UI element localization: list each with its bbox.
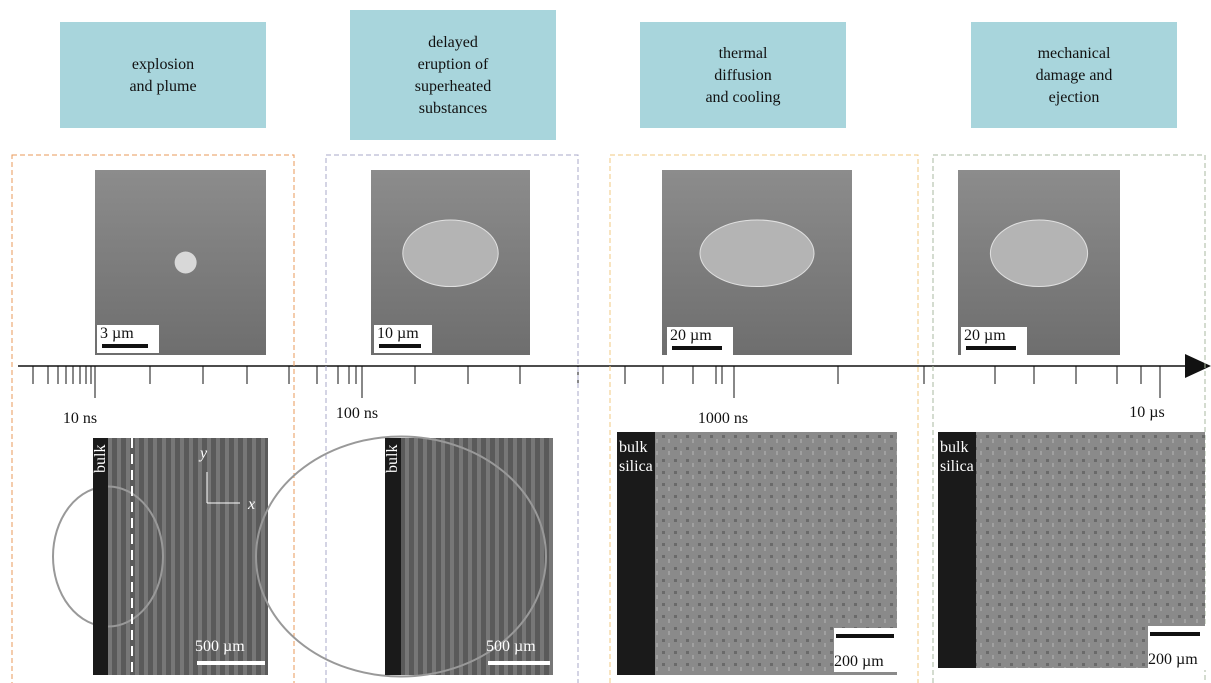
bulk-label: silica — [619, 458, 653, 475]
debris — [403, 220, 498, 287]
shadow-scale-label: 200 µm — [834, 653, 884, 670]
debris — [990, 220, 1087, 287]
stage-title: ejection — [1049, 89, 1100, 106]
stage-box — [350, 10, 556, 140]
bulk-label: silica — [940, 458, 974, 475]
figure: explosion and plume 3 µm 10 ns bulk 500 µm y x d… — [0, 0, 1211, 683]
layout — [18, 354, 1211, 378]
stage-title: diffusion — [714, 67, 771, 84]
stage-title: superheated — [415, 78, 491, 95]
debris — [700, 220, 814, 287]
stage-title: mechanical — [1038, 45, 1111, 62]
stage-title: thermal — [719, 45, 768, 62]
scale-bar — [1150, 632, 1200, 636]
bulk-label: bulk — [92, 445, 109, 473]
scale-bar — [488, 661, 550, 665]
stage-title: explosion — [132, 56, 194, 73]
scale-bar — [197, 661, 265, 665]
scale-bar — [966, 346, 1016, 350]
bulk-label: bulk — [940, 439, 968, 456]
sem-scale-label: 20 µm — [964, 327, 1006, 344]
scale-bar — [102, 344, 148, 348]
scale-bar — [836, 634, 894, 638]
stage-title: eruption of — [418, 56, 489, 73]
stage-title: and cooling — [705, 89, 780, 106]
particle — [175, 252, 197, 274]
bulk-label: bulk — [384, 445, 401, 473]
shadow-scale-label: 200 µm — [1148, 651, 1198, 668]
scale-bar — [672, 346, 722, 350]
sem-scale-label: 10 µm — [377, 325, 419, 342]
shadow-scale-label: 500 µm — [486, 638, 536, 655]
stage-title: delayed — [428, 34, 478, 51]
sem-scale-label: 20 µm — [670, 327, 712, 344]
scale-bar — [379, 344, 421, 348]
timeline-arrow — [1185, 354, 1211, 378]
shadow-scale-label: 500 µm — [195, 638, 245, 655]
time-label: 10 µs — [1129, 404, 1164, 421]
stage-box — [60, 22, 266, 128]
sem-scale-label: 3 µm — [100, 325, 134, 342]
stage-title: damage and — [1036, 67, 1113, 84]
time-label: 10 ns — [63, 410, 97, 427]
stage-title: and plume — [129, 78, 196, 95]
time-label: 100 ns — [336, 405, 378, 422]
bulk-label: bulk — [619, 439, 647, 456]
time-label: 1000 ns — [698, 410, 748, 427]
stage-title: substances — [419, 100, 487, 117]
axis-y-label: y — [198, 445, 208, 462]
axis-x-label: x — [247, 496, 255, 513]
